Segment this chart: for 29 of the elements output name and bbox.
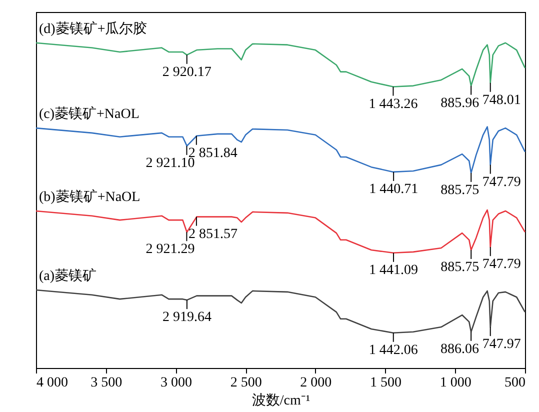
annotation: 2 851.57 <box>188 226 238 242</box>
x-axis-title: 波数/cm⁻¹ <box>252 392 310 408</box>
annotation: 885.75 <box>440 182 480 198</box>
series-label: (b)菱镁矿+NaOL <box>39 188 140 205</box>
x-tick-label: 4 000 <box>36 376 68 390</box>
series-label: (d)菱镁矿+瓜尔胶 <box>39 20 148 37</box>
x-tick-label: 3 000 <box>160 376 192 390</box>
annotation: 1 440.71 <box>369 182 418 197</box>
x-tick-label: 1 000 <box>440 376 472 390</box>
x-tick-label: 3 500 <box>90 376 122 390</box>
x-tick-label: 1 500 <box>370 376 402 390</box>
annotation: 747.79 <box>482 257 521 272</box>
annotation: 748.01 <box>482 92 521 108</box>
annotation: 747.79 <box>482 174 521 190</box>
annotation: 747.97 <box>482 337 521 352</box>
x-tick-label: 2 500 <box>230 376 262 390</box>
annotation: 1 441.09 <box>369 262 418 278</box>
annotation: 886.06 <box>440 342 480 357</box>
annotation: 1 442.06 <box>368 342 418 358</box>
x-tick-label: 2 000 <box>300 376 332 390</box>
annotation: 885.96 <box>440 96 480 111</box>
annotation: 2 920.17 <box>162 64 212 80</box>
annotation: 885.75 <box>440 260 480 275</box>
x-tick-label: 500 <box>504 376 526 390</box>
annotation: 2 921.29 <box>146 242 195 258</box>
annotation: 2 919.64 <box>162 310 212 326</box>
annotation: 1 443.26 <box>368 96 418 112</box>
series-label: (c)菱镁矿+NaOL <box>39 106 140 122</box>
series-label: (a)菱镁矿 <box>39 268 97 284</box>
